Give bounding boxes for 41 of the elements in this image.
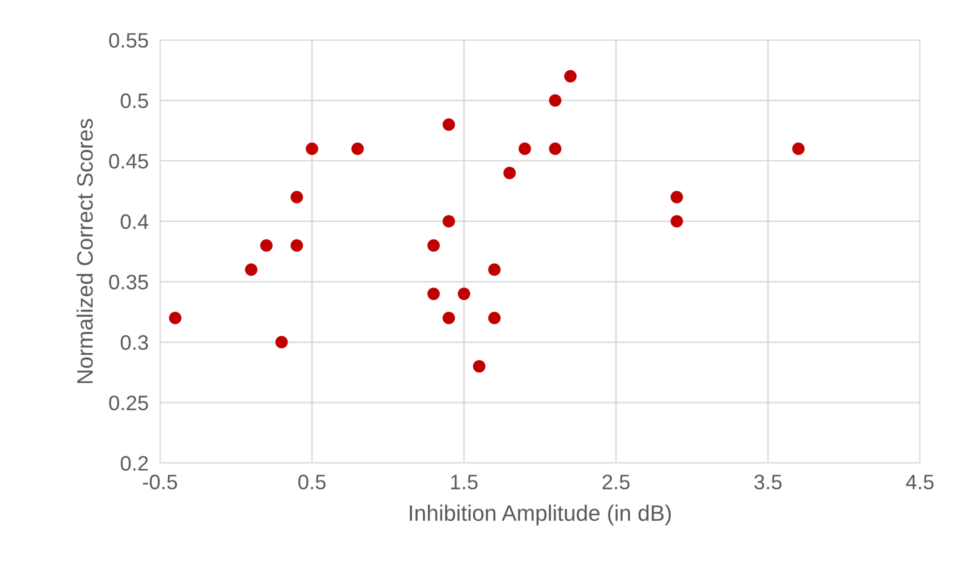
point xyxy=(564,70,577,82)
point xyxy=(472,360,486,373)
y-tick-label: 0.4 xyxy=(120,214,148,230)
point xyxy=(351,142,364,155)
point xyxy=(442,312,456,324)
point xyxy=(427,239,440,252)
x-tick-label: 0.5 xyxy=(298,474,326,490)
point xyxy=(792,142,805,155)
point xyxy=(458,288,470,300)
point xyxy=(670,190,684,204)
y-axis-title: Normalized Correct Scores xyxy=(76,118,93,384)
point xyxy=(548,94,562,107)
point xyxy=(244,263,258,276)
x-tick-label: 3.5 xyxy=(754,474,782,490)
y-tick-label: 0.5 xyxy=(120,93,148,108)
point xyxy=(442,118,456,131)
y-tick-label: 0.2 xyxy=(120,456,148,471)
point xyxy=(442,215,456,228)
point xyxy=(260,239,273,252)
point xyxy=(548,142,562,155)
x-tick-label: 2.5 xyxy=(602,474,630,490)
point xyxy=(488,312,501,324)
x-tick-label: 1.5 xyxy=(451,474,478,490)
point xyxy=(670,215,684,228)
point xyxy=(503,166,516,180)
y-tick-label: 0.55 xyxy=(109,33,148,48)
point xyxy=(306,142,318,155)
point xyxy=(290,190,304,204)
point xyxy=(427,288,440,300)
y-tick-label: 0.35 xyxy=(109,274,148,290)
point xyxy=(518,142,532,155)
point xyxy=(290,239,304,252)
x-tick-label: -0.5 xyxy=(142,474,178,490)
point xyxy=(488,263,501,276)
point xyxy=(275,336,288,348)
y-tick-label: 0.3 xyxy=(120,335,148,350)
y-tick-label: 0.25 xyxy=(109,396,148,410)
x-tick-label: 4.5 xyxy=(906,474,934,490)
x-axis-title: Inhibition Amplitude (in dB) xyxy=(410,504,671,526)
y-tick-label: 0.45 xyxy=(109,154,148,169)
point xyxy=(168,312,182,324)
